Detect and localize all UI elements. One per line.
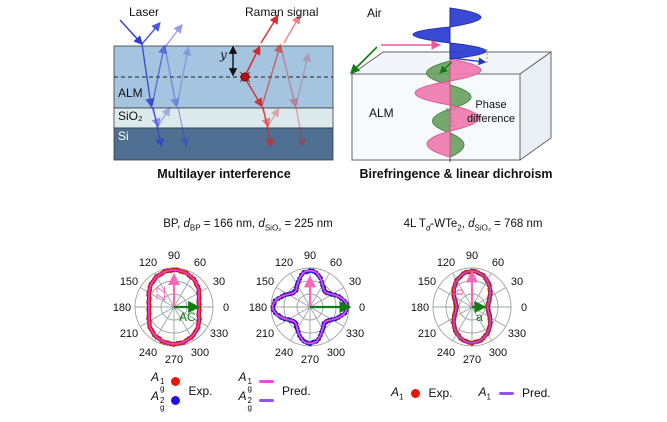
phase-difference-bracket [446, 108, 458, 127]
svg-text:b: b [452, 288, 466, 295]
blue-dot-marker [171, 395, 181, 405]
bp-title: BP, dBP = 166 nm, dSiO₂ = 225 nm [163, 218, 333, 233]
laser-rays [119, 19, 192, 148]
raman-signal-label: Raman signal [245, 5, 319, 19]
green-wave [426, 60, 472, 158]
wte2-title: 4L Td-WTe2, dSiO₂ = 768 nm [403, 218, 543, 233]
air-label: Air [367, 6, 382, 20]
violet-line-marker [498, 391, 514, 395]
svg-text:210: 210 [120, 328, 138, 340]
alm-box-label: ALM [369, 106, 394, 120]
svg-text:270: 270 [165, 354, 183, 366]
pred-label: Pred. [281, 383, 311, 398]
svg-text:210: 210 [418, 328, 436, 340]
si-layer-rect [113, 127, 334, 161]
phase-line1: Phase [475, 99, 507, 111]
svg-text:300: 300 [327, 347, 345, 359]
red-dot-marker [171, 376, 181, 386]
svg-text:150: 150 [418, 276, 436, 288]
svg-text:AC: AC [179, 310, 196, 324]
svg-text:270: 270 [301, 354, 319, 366]
svg-text:0: 0 [521, 302, 527, 314]
svg-text:30: 30 [349, 276, 361, 288]
svg-text:330: 330 [346, 328, 364, 340]
exp-label: Exp. [188, 383, 213, 398]
depth-y-label: y [220, 48, 227, 62]
svg-text:120: 120 [437, 257, 455, 269]
svg-text:60: 60 [330, 257, 342, 269]
svg-text:330: 330 [508, 328, 526, 340]
red-dot-marker [411, 388, 421, 398]
svg-text:a: a [476, 310, 483, 324]
svg-text:150: 150 [120, 276, 138, 288]
svg-text:270: 270 [463, 354, 481, 366]
a1-symbol-pred: A1 [478, 385, 491, 402]
raman-rays [244, 14, 311, 148]
alm-layer-label: ALM [118, 86, 143, 100]
green-vector-arrow [439, 61, 453, 74]
magenta-line-marker [258, 379, 274, 383]
svg-text:180: 180 [411, 302, 429, 314]
multilayer-caption: Multilayer interference [157, 167, 291, 181]
svg-text:90: 90 [168, 250, 180, 262]
svg-text:60: 60 [194, 257, 206, 269]
svg-text:0: 0 [223, 302, 229, 314]
svg-text:330: 330 [210, 328, 228, 340]
a1-symbol-exp: A1 [391, 385, 404, 402]
pred-label: Pred. [521, 386, 551, 401]
birefringence-caption: Birefringence & linear dichroism [359, 167, 553, 181]
phase-difference-label: Phase difference [459, 98, 523, 126]
pink-wave [414, 58, 482, 158]
svg-text:300: 300 [191, 347, 209, 359]
laser-label: Laser [129, 5, 160, 19]
svg-text:180: 180 [113, 302, 131, 314]
blue-wave [412, 7, 487, 60]
phase-line2: difference [466, 113, 516, 125]
sio2-layer-label: SiO₂ [118, 109, 143, 123]
svg-text:150: 150 [256, 276, 274, 288]
blue-vector-arrow [450, 57, 487, 66]
violet-line-marker [258, 398, 274, 402]
svg-text:300: 300 [489, 347, 507, 359]
svg-text:0: 0 [359, 302, 365, 314]
scatter-point [239, 71, 251, 83]
svg-text:ZZ: ZZ [154, 286, 168, 301]
svg-text:60: 60 [492, 257, 504, 269]
svg-text:30: 30 [213, 276, 225, 288]
wte2-legend: A1 Exp. A1 Pred. [391, 385, 551, 401]
svg-text:90: 90 [304, 250, 316, 262]
sio2-layer-rect [113, 107, 334, 129]
svg-text:90: 90 [466, 250, 478, 262]
svg-text:120: 120 [275, 257, 293, 269]
exp-label: Exp. [428, 386, 453, 401]
green-polarization-arrow [349, 46, 378, 75]
svg-text:120: 120 [139, 257, 157, 269]
svg-text:30: 30 [511, 276, 523, 288]
multilayer-stack [113, 45, 334, 161]
svg-text:240: 240 [275, 347, 293, 359]
svg-text:180: 180 [249, 302, 267, 314]
si-layer-label: Si [118, 129, 129, 143]
svg-text:240: 240 [437, 347, 455, 359]
svg-text:210: 210 [256, 328, 274, 340]
svg-text:240: 240 [139, 347, 157, 359]
